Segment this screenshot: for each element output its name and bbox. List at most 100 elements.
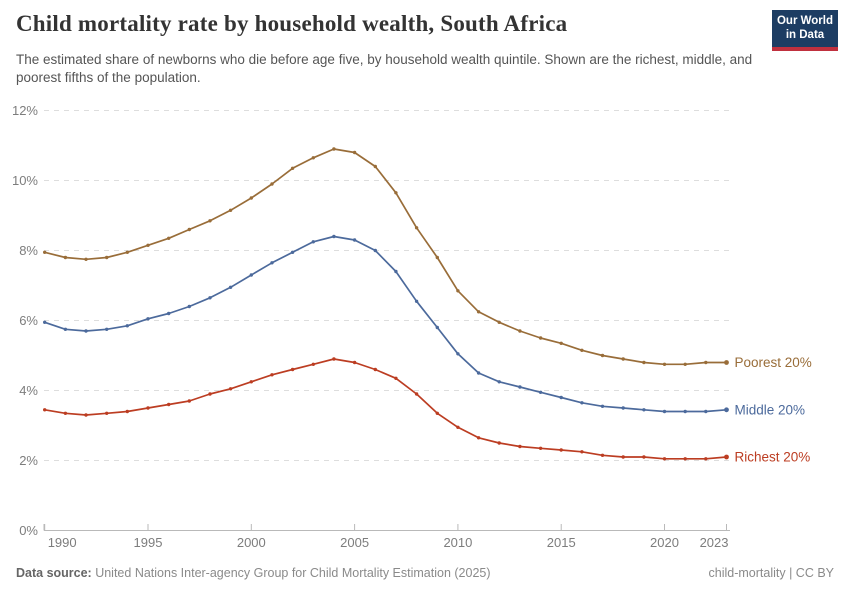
data-point xyxy=(146,243,150,247)
data-point xyxy=(249,273,253,277)
data-point xyxy=(394,376,398,380)
y-tick-label-12: 12% xyxy=(12,103,38,118)
data-point xyxy=(704,360,708,365)
data-point xyxy=(559,448,563,452)
data-point xyxy=(105,255,109,260)
owid-logo: Our World in Data xyxy=(772,10,838,51)
data-point xyxy=(167,402,171,407)
data-point xyxy=(270,373,274,377)
data-point xyxy=(167,236,171,240)
data-point xyxy=(373,367,377,372)
series-label-richest-20: Richest 20% xyxy=(735,450,811,465)
data-point xyxy=(435,255,439,260)
data-point xyxy=(642,408,646,412)
data-point xyxy=(290,166,295,170)
data-point xyxy=(228,387,233,391)
data-point xyxy=(435,411,439,415)
data-point xyxy=(435,325,439,330)
series-points-poorest-20 xyxy=(43,147,729,366)
data-point xyxy=(476,371,481,375)
x-axis: 1990 1995 2000 2005 2010 2015 2020 2023 xyxy=(43,524,729,550)
data-point xyxy=(580,401,584,405)
data-point xyxy=(662,362,667,366)
data-point xyxy=(414,299,419,303)
series-label-poorest-20: Poorest 20% xyxy=(735,355,812,370)
data-point xyxy=(208,392,212,396)
series-richest-20: Richest 20% xyxy=(43,357,811,465)
data-point xyxy=(683,362,687,366)
y-tick-label-10: 10% xyxy=(12,173,38,188)
data-point xyxy=(373,248,377,253)
data-point xyxy=(456,289,460,293)
data-point xyxy=(559,341,563,345)
data-point xyxy=(580,450,584,454)
data-point xyxy=(704,457,708,461)
data-point xyxy=(290,367,295,372)
series-line-richest-20 xyxy=(43,358,728,460)
data-point xyxy=(146,317,150,321)
x-tick-label-2015: 2015 xyxy=(547,535,576,550)
data-point xyxy=(704,409,708,414)
x-tick-label-1995: 1995 xyxy=(134,535,163,550)
data-point xyxy=(621,357,625,361)
y-tick-label-4: 4% xyxy=(19,383,38,398)
y-axis: 0% 2% 4% 6% 8% 10% 12% xyxy=(12,103,730,538)
data-point xyxy=(538,446,543,450)
x-tick-label-1990: 1990 xyxy=(48,535,77,550)
chart-subtitle: The estimated share of newborns who die … xyxy=(16,52,753,85)
x-tick-label-2010: 2010 xyxy=(443,535,472,550)
data-point xyxy=(84,413,88,417)
data-point xyxy=(497,380,501,384)
data-point xyxy=(187,399,191,403)
data-point xyxy=(642,455,646,459)
data-point xyxy=(105,411,109,415)
data-point xyxy=(600,353,605,358)
data-point xyxy=(125,409,129,414)
data-point xyxy=(332,147,336,151)
data-point xyxy=(538,336,543,340)
data-source-text: United Nations Inter-agency Group for Ch… xyxy=(91,566,491,580)
data-point xyxy=(518,329,522,333)
data-point xyxy=(476,310,481,314)
data-point xyxy=(311,240,315,244)
data-point xyxy=(497,320,501,324)
data-point xyxy=(724,360,729,365)
data-source-label: Data source: xyxy=(16,566,92,580)
data-point xyxy=(270,182,274,186)
data-point xyxy=(683,409,687,414)
data-point xyxy=(43,408,47,412)
y-tick-label-2: 2% xyxy=(19,453,38,468)
data-point xyxy=(538,390,543,394)
data-point xyxy=(290,250,295,254)
data-point xyxy=(125,250,129,254)
data-point xyxy=(208,219,212,223)
data-point xyxy=(394,191,398,195)
data-point xyxy=(228,285,233,289)
series-label-middle-20: Middle 20% xyxy=(735,402,806,417)
data-point xyxy=(43,320,47,324)
data-point xyxy=(249,380,253,384)
data-point xyxy=(187,304,191,309)
data-point xyxy=(621,406,625,410)
data-point xyxy=(352,360,357,365)
data-point xyxy=(43,250,47,254)
data-point xyxy=(476,436,481,440)
data-point xyxy=(414,392,419,396)
data-point xyxy=(63,411,68,415)
data-point xyxy=(497,441,501,445)
data-point xyxy=(63,255,68,260)
data-point xyxy=(456,425,460,429)
license-note: child-mortality | CC BY xyxy=(708,566,835,580)
data-point xyxy=(559,395,563,400)
data-point xyxy=(84,257,88,261)
owid-logo-line1: Our World xyxy=(776,15,833,27)
data-point xyxy=(394,269,398,274)
data-point xyxy=(352,150,357,155)
series-poorest-20: Poorest 20% xyxy=(43,147,812,370)
x-tick-label-2020: 2020 xyxy=(650,535,679,550)
data-point xyxy=(724,407,729,413)
x-tick-label-2005: 2005 xyxy=(340,535,369,550)
data-point xyxy=(580,348,584,352)
data-point xyxy=(167,311,171,316)
